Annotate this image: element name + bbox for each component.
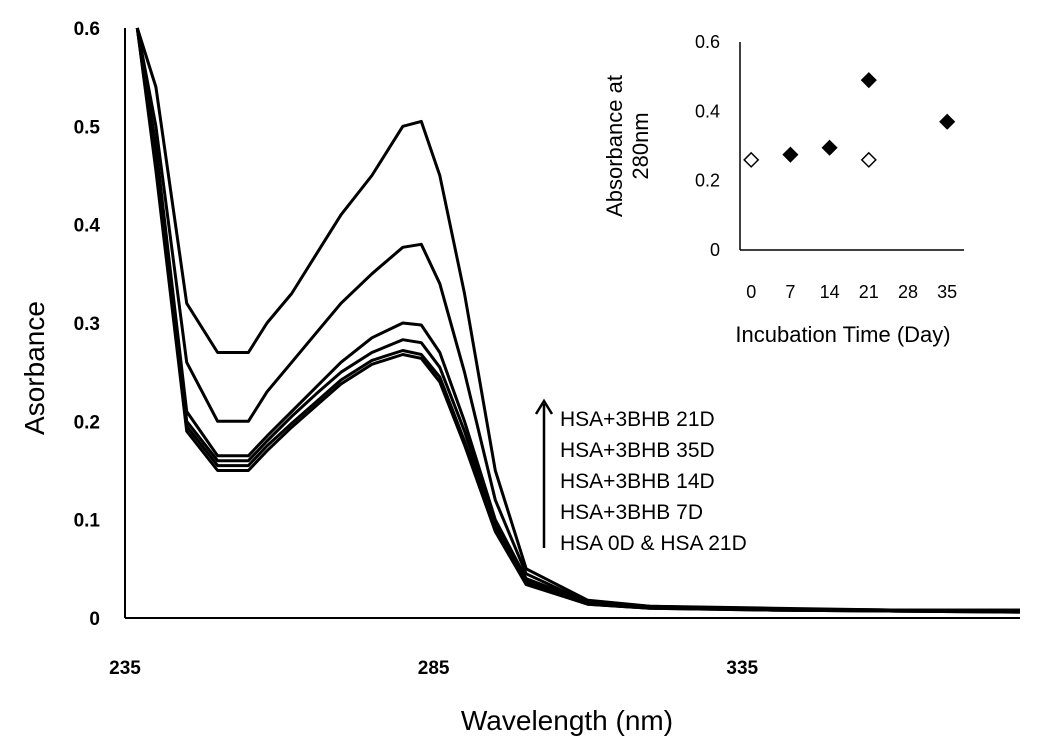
filled-diamond-point (860, 72, 877, 89)
main-x-tick-label: 285 (418, 658, 450, 679)
spectra-curves (135, 27, 1021, 614)
inset-x-tick-label: 0 (746, 282, 756, 302)
main-y-tick-label: 0 (89, 609, 100, 630)
inset-y-axis-title-line1: Absorbance at (602, 75, 627, 217)
main-x-tick-label: 235 (109, 658, 141, 679)
filled-diamond-point (939, 113, 956, 130)
main-y-tick-label: 0.2 (74, 412, 100, 433)
main-y-tick-label: 0.5 (74, 117, 101, 138)
main-x-tick-label: 335 (726, 658, 758, 679)
inset-x-tick-labels: 0 7 14 21 28 35 (746, 282, 957, 302)
inset-y-tick-label: 0.4 (695, 101, 720, 121)
legend-label: HSA+3BHB 21D (560, 408, 715, 431)
inset-x-tick-label: 35 (937, 282, 957, 302)
main-y-axis-title: Asorbance (19, 301, 50, 435)
open-diamond-point (743, 151, 760, 168)
inset-y-axis-title-line2: 280nm (628, 112, 653, 179)
main-x-axis-title: Wavelength (nm) (461, 705, 673, 736)
inset-plot: 0 0.2 0.4 0.6 0 7 14 21 28 35 Incubation Time (D… (602, 32, 964, 347)
inset-points (743, 72, 956, 168)
legend-label: HSA+3BHB 14D (560, 470, 715, 493)
inset-y-tick-label: 0.2 (695, 171, 720, 191)
filled-diamond-point (782, 146, 799, 163)
inset-x-tick-label: 28 (898, 282, 918, 302)
open-diamond-point (860, 151, 877, 168)
filled-diamond-point (821, 139, 838, 156)
main-y-tick-labels: 0 0.1 0.2 0.3 0.4 0.5 0.6 (74, 19, 101, 630)
legend-annotation: HSA+3BHB 21D HSA+3BHB 35D HSA+3BHB 14D HSA+… (534, 398, 747, 555)
inset-y-tick-label: 0.6 (695, 32, 720, 52)
inset-x-tick-label: 21 (859, 282, 879, 302)
spectrum-line-6 (135, 27, 1021, 614)
legend-arrow-head-icon (534, 398, 554, 415)
legend-label: HSA 0D & HSA 21D (560, 532, 747, 555)
main-y-tick-label: 0.6 (74, 19, 100, 40)
inset-x-axis-title: Incubation Time (Day) (735, 322, 950, 347)
inset-y-tick-labels: 0 0.2 0.4 0.6 (695, 32, 720, 260)
inset-x-tick-label: 7 (785, 282, 795, 302)
main-y-tick-label: 0.4 (74, 216, 101, 237)
legend-labels: HSA+3BHB 21D HSA+3BHB 35D HSA+3BHB 14D HSA+… (560, 408, 747, 555)
main-y-tick-label: 0.1 (74, 511, 101, 532)
legend-label: HSA+3BHB 7D (560, 501, 703, 524)
main-y-tick-label: 0.3 (74, 314, 100, 335)
inset-x-tick-label: 14 (820, 282, 840, 302)
legend-label: HSA+3BHB 35D (560, 439, 715, 462)
main-x-tick-labels: 235 285 335 (109, 658, 758, 679)
main-plot: 0 0.1 0.2 0.3 0.4 0.5 0.6 235 285 335 Wavelength… (19, 19, 1021, 736)
inset-y-tick-label: 0 (710, 240, 720, 260)
